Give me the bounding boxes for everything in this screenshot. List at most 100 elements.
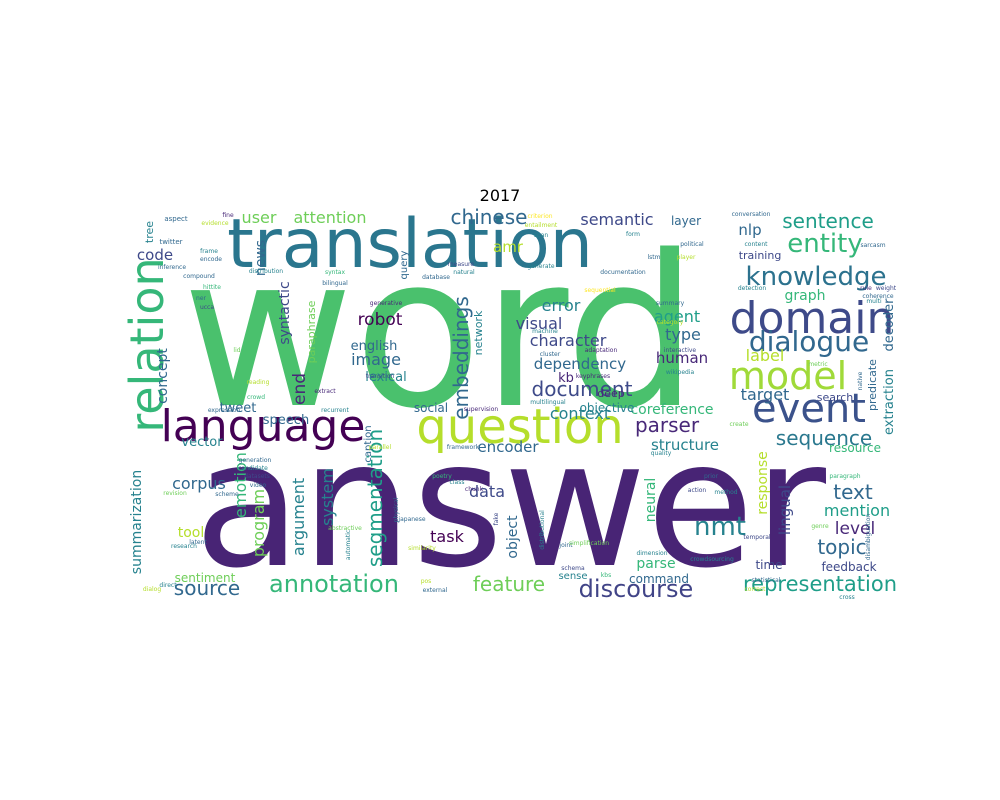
word-candidate: candidate [238, 465, 268, 472]
word-form: form [626, 231, 640, 238]
word-nlp: nlp [738, 221, 761, 239]
word-temporal: temporal [743, 534, 771, 541]
word-ucca: ucca [200, 304, 214, 311]
word-category: category [657, 319, 684, 326]
word-cluster: cluster [540, 351, 561, 358]
word-robot: robot [358, 310, 403, 330]
word-answer: answer [194, 404, 826, 607]
word-semantic: semantic [580, 210, 653, 229]
word-deep: deep [597, 387, 625, 400]
word-encoder: encoder [477, 438, 539, 456]
word-object: object [505, 515, 521, 559]
word-hittite: hittite [203, 284, 221, 291]
word-text: text [833, 480, 873, 504]
word-criterion: criterion [527, 213, 552, 220]
word-feature: feature [473, 572, 545, 596]
word-extraction: extraction [882, 369, 897, 435]
word-human: human [656, 349, 708, 367]
word-japanese: japanese [397, 516, 425, 523]
word-layer: layer [671, 214, 701, 228]
word-framework: framework [447, 444, 480, 451]
word-discourse: discourse [579, 575, 694, 603]
word-expression: expression [208, 407, 241, 414]
word-paragraph: paragraph [829, 473, 860, 480]
word-type: type [665, 325, 701, 344]
word-tweet: tweet [220, 401, 257, 416]
word-lingual: lingual [776, 485, 794, 535]
word-label: label [746, 346, 785, 365]
word-language: language [161, 401, 366, 452]
word-keyphrases: keyphrases [576, 373, 610, 380]
word-task: task [430, 527, 464, 546]
word-video: video [250, 482, 267, 489]
word-nmt: nmt [694, 512, 746, 542]
word-tree: tree [143, 221, 156, 243]
word-concept: concept [155, 348, 171, 404]
word-documentation: documentation [600, 269, 646, 276]
word-emotion: emotion [231, 452, 250, 518]
word-reading: reading [247, 379, 270, 386]
word-parallel: parallel [369, 444, 392, 451]
word-dialogue: dialogue [749, 325, 869, 358]
word-statistical: statistical [752, 577, 781, 584]
word-graph: graph [785, 288, 826, 304]
word-similarity: similarity [408, 545, 436, 552]
word-crowd: crowd [247, 394, 265, 401]
word-chinese: chinese [451, 205, 528, 229]
word-translation: translation [227, 205, 593, 284]
word-pos: pos [421, 578, 432, 585]
word-rule: rule [860, 285, 872, 292]
word-generative: generative [370, 300, 403, 307]
word-machine: machine [532, 328, 558, 335]
word-poetry: poetry [432, 473, 452, 480]
word-time: time [755, 558, 782, 572]
word-create: create [729, 421, 748, 428]
word-amr: amr [493, 238, 524, 256]
word-event: event [752, 386, 866, 432]
word-training: training [739, 249, 782, 262]
word-kbs: kbs [601, 572, 611, 579]
word-class: class [450, 479, 465, 486]
word-search: search [817, 391, 854, 404]
word-neural: neural [643, 478, 659, 523]
word-measure: measure [448, 261, 474, 268]
word-lid: lid [233, 347, 240, 354]
word-adaptation: adaptation [585, 347, 618, 354]
word-syntactic: syntactic [277, 281, 293, 344]
word-cross: cross [839, 594, 855, 601]
word-parse: parse [636, 556, 675, 572]
word-political: political [680, 241, 704, 248]
word-representation: representation [743, 572, 897, 596]
word-joint: joint [558, 542, 573, 549]
word-level: level [835, 519, 875, 539]
word-datasets: datasets [244, 473, 270, 480]
word-genre: genre [811, 523, 829, 530]
word-social: social [414, 401, 448, 415]
word-agent: agent [654, 307, 700, 326]
word-revision: revision [163, 490, 187, 497]
word-multi: multi [866, 298, 882, 305]
word-quality: quality [651, 450, 672, 457]
word-data: data [469, 482, 505, 501]
word-wikipedia: wikipedia [666, 369, 695, 376]
chart-title: 2017 [479, 186, 521, 205]
word-domain: domain [730, 293, 895, 344]
word-source: source [174, 576, 240, 600]
word-query: query [399, 250, 410, 279]
word-lstm: lstm [648, 254, 661, 261]
word-sentiment: sentiment [175, 571, 236, 585]
word-attention: attention [294, 208, 367, 227]
word-crowdsourcing: crowdsourcing [690, 556, 734, 563]
word-segmentation: segmentation [363, 429, 387, 567]
word-kb: kb [558, 371, 574, 386]
word-user: user [242, 208, 277, 227]
word-target: target [741, 385, 790, 404]
word-multilingual: multilingual [530, 399, 566, 406]
word-fine: fine [222, 212, 234, 219]
word-direct: direct [159, 582, 177, 589]
word-generation: generation [239, 457, 272, 464]
word-character: character [530, 331, 607, 350]
word-news: news [253, 240, 269, 276]
word-caption: caption [363, 425, 374, 462]
